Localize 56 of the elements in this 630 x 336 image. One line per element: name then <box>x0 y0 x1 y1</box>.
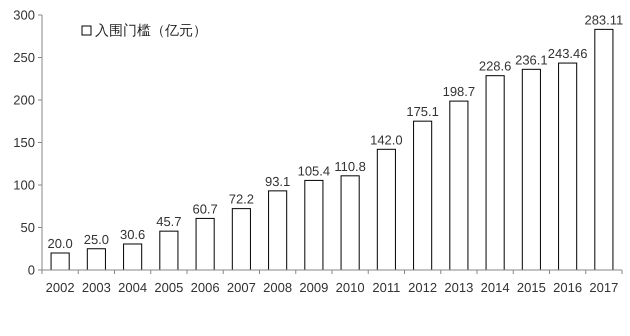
y-tick-label: 100 <box>13 178 35 192</box>
y-tick-label: 300 <box>13 8 35 22</box>
data-label: 30.6 <box>120 226 146 242</box>
bar <box>304 180 324 270</box>
data-label: 236.1 <box>515 52 548 68</box>
bar <box>522 68 541 270</box>
x-tick-label: 2014 <box>480 280 510 295</box>
bar <box>449 100 468 270</box>
data-label: 72.2 <box>228 192 254 207</box>
x-tick-label: 2004 <box>118 280 148 295</box>
x-tick-label: 2005 <box>154 280 184 295</box>
data-label: 243.46 <box>548 46 588 62</box>
x-tick-label: 2002 <box>46 280 75 295</box>
legend-label: 入围门槛（亿元） <box>95 22 207 38</box>
data-label: 175.1 <box>406 104 439 120</box>
x-tick-label: 2007 <box>226 280 256 295</box>
y-tick-label: 200 <box>13 92 35 108</box>
y-tick-label: 150 <box>13 135 35 150</box>
data-label: 142.0 <box>370 132 403 148</box>
data-label: 20.0 <box>47 236 73 251</box>
data-label: 25.0 <box>84 232 110 247</box>
x-tick-label: 2003 <box>82 280 111 295</box>
bar <box>558 62 578 270</box>
bar <box>50 252 70 270</box>
x-tick-label: 2013 <box>444 280 474 295</box>
bar <box>196 218 215 270</box>
bar <box>159 230 178 270</box>
x-tick-label: 2012 <box>408 280 438 295</box>
data-label: 198.7 <box>442 84 476 100</box>
x-tick-label: 2017 <box>589 280 618 295</box>
data-label: 110.8 <box>334 158 366 174</box>
bar <box>123 243 142 270</box>
data-label: 228.6 <box>478 58 512 74</box>
x-tick-label: 2008 <box>263 280 292 295</box>
bar <box>268 190 288 270</box>
bar <box>486 75 505 270</box>
bar <box>376 148 396 270</box>
bar <box>594 28 614 270</box>
bar <box>413 120 432 270</box>
y-tick-label: 50 <box>20 220 35 235</box>
bar <box>340 175 360 270</box>
x-tick-label: 2010 <box>336 280 365 295</box>
x-tick-label: 2011 <box>372 280 400 295</box>
data-label: 105.4 <box>298 163 330 178</box>
y-tick-label: 0 <box>28 262 35 278</box>
x-tick-label: 2006 <box>190 280 220 295</box>
x-tick-label: 2016 <box>553 280 582 295</box>
bar <box>86 248 106 270</box>
data-label: 283.11 <box>584 12 624 28</box>
bar <box>232 208 251 270</box>
x-tick-label: 2015 <box>516 280 546 295</box>
x-tick-label: 2009 <box>299 280 328 295</box>
data-label: 45.7 <box>156 214 182 230</box>
data-label: 60.7 <box>192 201 218 216</box>
data-label: 93.1 <box>264 174 290 189</box>
y-tick-label: 250 <box>13 50 35 65</box>
